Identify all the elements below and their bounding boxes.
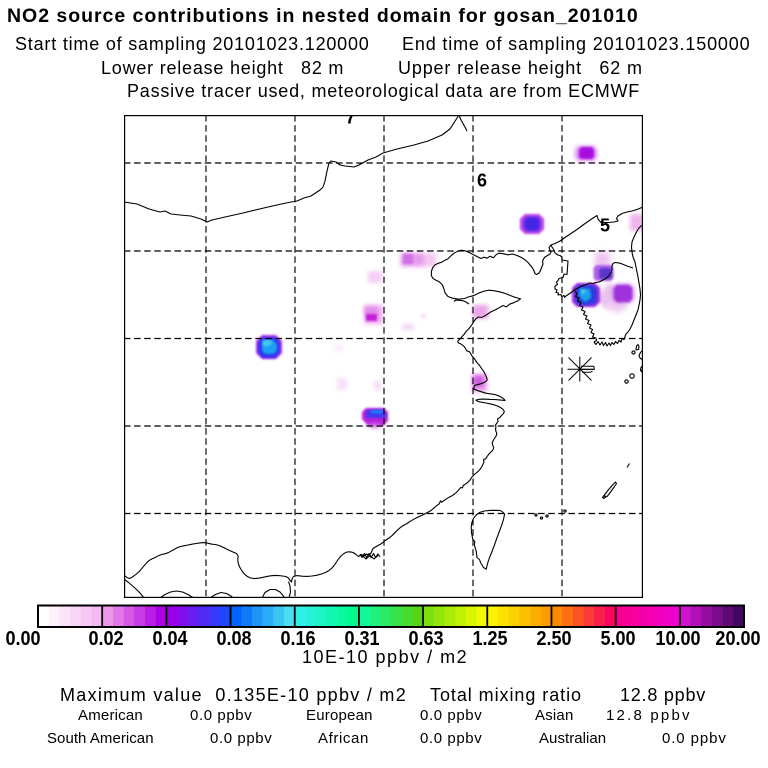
svg-text:7: 7 — [345, 115, 355, 128]
svg-text:6: 6 — [477, 170, 487, 190]
svg-text:5: 5 — [600, 215, 610, 235]
